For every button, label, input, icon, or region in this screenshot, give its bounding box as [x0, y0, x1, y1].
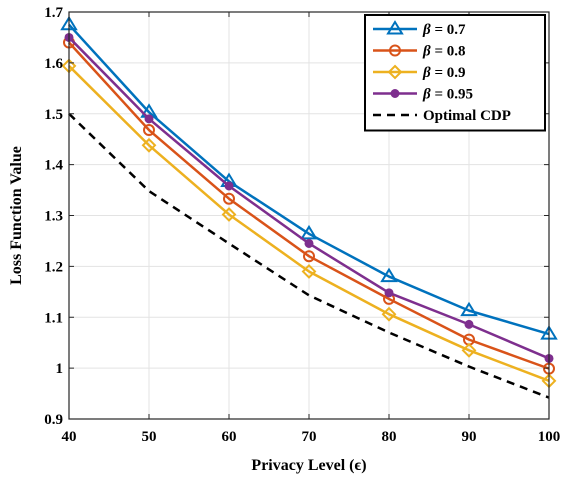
legend-item: Optimal CDP — [373, 108, 511, 124]
legend-item: β = 0.8 — [373, 44, 466, 60]
x-tick-label: 40 — [62, 429, 77, 445]
tick-layer: 40 50 60 70 80 90 100 0.9 1 1.1 1.2 1.3 1.4 1.5 1.6 1.7 — [44, 5, 560, 445]
legend-label: β = 0.9 — [422, 65, 466, 81]
legend-beta-symbol: β — [422, 44, 431, 60]
legend-beta-symbol: β — [422, 87, 431, 103]
x-tick-label: 70 — [302, 429, 317, 445]
series-layer — [60, 15, 558, 399]
x-tick-label: 50 — [142, 429, 157, 445]
data-point — [143, 124, 155, 137]
data-point — [300, 224, 318, 240]
legend-marker — [387, 64, 403, 80]
x-tick-label: 100 — [538, 429, 561, 445]
legend-label: β = 0.95 — [422, 87, 473, 103]
data-point — [380, 267, 398, 283]
data-point — [460, 301, 478, 317]
legend-label: Optimal CDP — [423, 108, 511, 124]
data-point — [144, 114, 154, 124]
y-tick-label: 1.4 — [44, 158, 63, 174]
legend-beta-value: = 0.8 — [431, 44, 466, 60]
series-line — [68, 65, 550, 383]
x-tick-label: 90 — [462, 429, 477, 445]
legend-item: β = 0.7 — [373, 20, 466, 38]
legend-marker — [389, 44, 401, 57]
x-tick-label: 80 — [382, 429, 397, 445]
data-point — [303, 250, 315, 263]
legend-label: β = 0.7 — [422, 22, 466, 38]
legend-label: β = 0.8 — [422, 44, 466, 60]
y-tick-label: 1.3 — [44, 209, 63, 225]
legend-beta-value: = 0.9 — [431, 65, 466, 81]
data-point — [224, 181, 234, 191]
legend-beta-value: = 0.95 — [431, 87, 473, 103]
legend-marker — [390, 89, 400, 98]
y-tick-label: 1.7 — [44, 5, 63, 21]
legend-item: β = 0.95 — [373, 87, 473, 103]
data-point — [381, 306, 397, 322]
series-2 — [61, 58, 557, 389]
data-point — [301, 264, 317, 279]
series-3 — [64, 32, 554, 363]
data-point — [304, 238, 314, 248]
data-point — [221, 207, 237, 222]
data-point — [461, 342, 477, 358]
data-point — [223, 192, 235, 205]
series-line — [68, 23, 550, 336]
y-axis-label: Loss Function Value — [8, 146, 25, 285]
y-tick-label: 1 — [56, 361, 64, 377]
legend-beta-symbol: β — [422, 22, 431, 38]
y-tick-label: 0.9 — [44, 412, 63, 428]
legend-item: β = 0.9 — [373, 64, 466, 81]
series-4 — [68, 112, 550, 399]
legend-marker — [386, 20, 404, 35]
series-line — [68, 41, 550, 370]
y-tick-label: 1.2 — [44, 259, 63, 275]
data-point — [464, 319, 474, 329]
data-point — [384, 288, 394, 298]
x-tick-label: 60 — [222, 429, 237, 445]
y-tick-label: 1.6 — [44, 56, 63, 72]
x-axis-label: Privacy Level (ϵ) — [251, 457, 366, 474]
y-tick-label: 1.1 — [44, 310, 63, 326]
data-point — [141, 137, 157, 153]
legend-beta-symbol: β — [422, 65, 431, 81]
series-line — [68, 112, 550, 399]
legend-beta-value: = 0.7 — [431, 22, 466, 38]
y-tick-label: 1.5 — [44, 107, 63, 123]
